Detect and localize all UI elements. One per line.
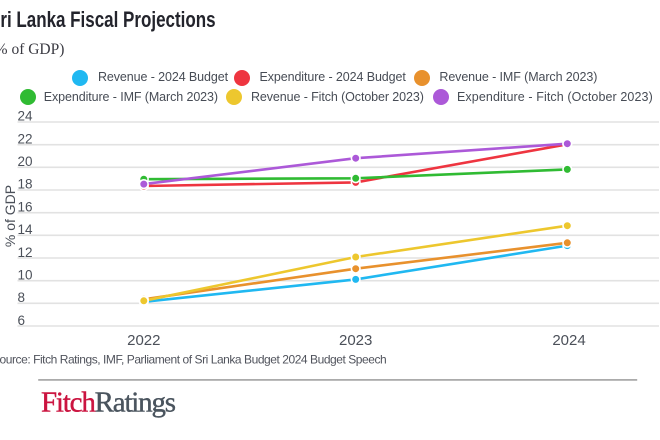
svg-text:8: 8 xyxy=(18,290,26,305)
svg-text:6: 6 xyxy=(18,313,26,328)
svg-text:Source: Fitch Ratings, IMF, Pa: Source: Fitch Ratings, IMF, Parliament o… xyxy=(0,353,386,367)
svg-text:18: 18 xyxy=(18,177,33,192)
svg-text:% of GDP: % of GDP xyxy=(2,185,18,247)
svg-text:2022: 2022 xyxy=(127,332,160,349)
svg-text:14: 14 xyxy=(18,222,34,237)
svg-text:24: 24 xyxy=(18,109,34,124)
svg-text:2024: 2024 xyxy=(552,332,585,349)
svg-text:22: 22 xyxy=(18,131,33,146)
svg-text:FitchRatings: FitchRatings xyxy=(41,387,176,419)
svg-text:16: 16 xyxy=(18,199,33,214)
svg-text:10: 10 xyxy=(18,267,33,282)
svg-text:20: 20 xyxy=(18,154,33,169)
svg-text:2023: 2023 xyxy=(339,332,372,349)
svg-text:12: 12 xyxy=(18,245,33,260)
